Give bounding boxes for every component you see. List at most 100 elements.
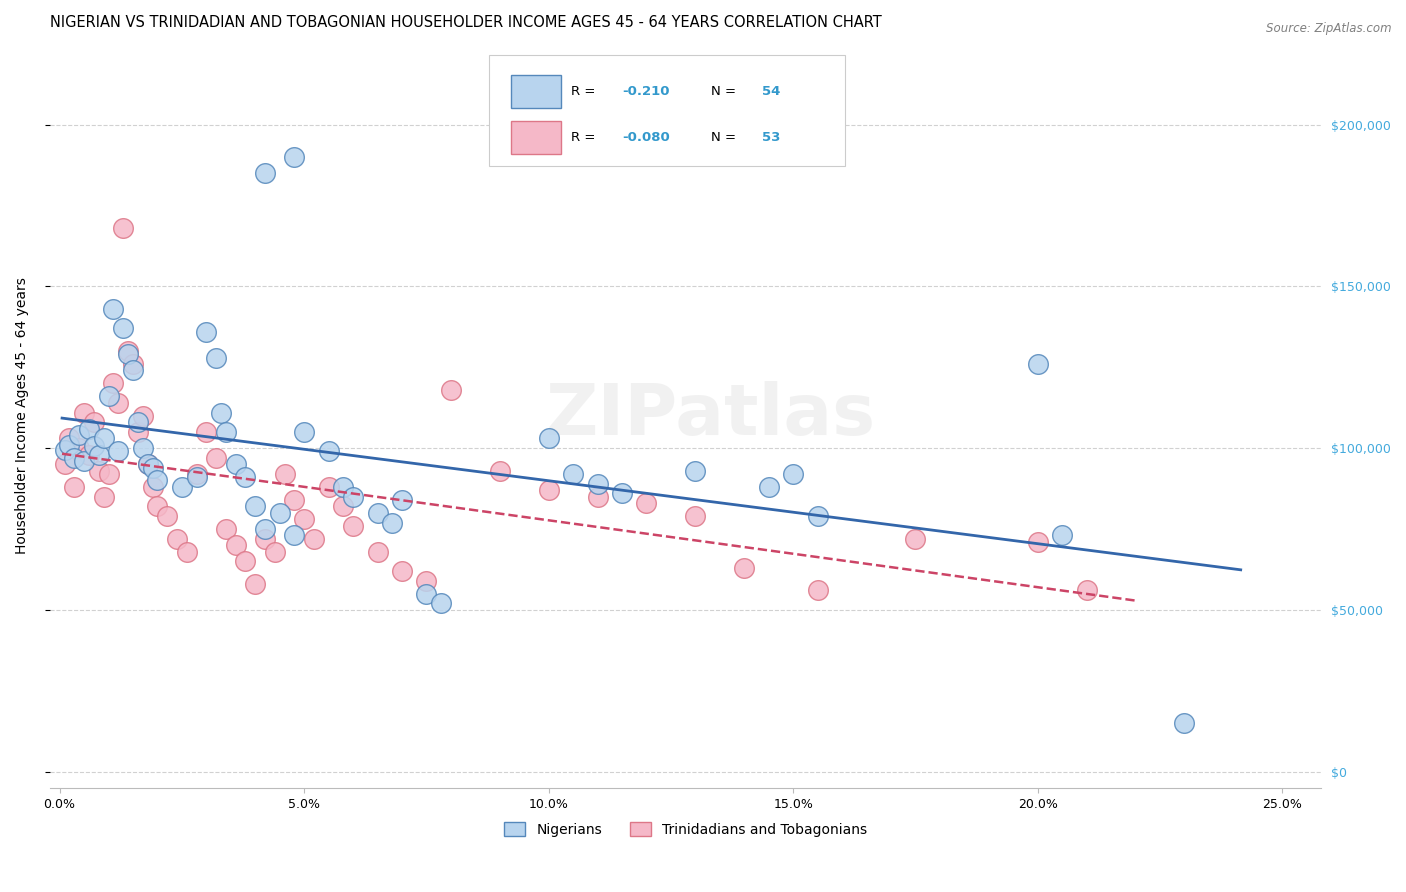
Point bbox=[636, 496, 658, 510]
Point bbox=[807, 583, 830, 598]
Text: 54: 54 bbox=[762, 85, 780, 98]
Point bbox=[83, 440, 105, 454]
Point bbox=[77, 448, 100, 462]
Point bbox=[391, 492, 413, 507]
Point bbox=[195, 325, 218, 339]
Point bbox=[176, 544, 198, 558]
Point bbox=[391, 564, 413, 578]
Point bbox=[235, 470, 257, 484]
Point bbox=[302, 532, 325, 546]
Point bbox=[67, 428, 90, 442]
Point bbox=[67, 441, 90, 455]
Point bbox=[170, 480, 193, 494]
Point bbox=[53, 457, 76, 471]
Point bbox=[225, 538, 247, 552]
Point bbox=[205, 351, 228, 365]
Text: NIGERIAN VS TRINIDADIAN AND TOBAGONIAN HOUSEHOLDER INCOME AGES 45 - 64 YEARS COR: NIGERIAN VS TRINIDADIAN AND TOBAGONIAN H… bbox=[49, 15, 882, 30]
Point bbox=[73, 405, 96, 419]
Point bbox=[146, 500, 169, 514]
Point bbox=[253, 532, 276, 546]
Point bbox=[117, 344, 139, 359]
Legend: Nigerians, Trinidadians and Tobagonians: Nigerians, Trinidadians and Tobagonians bbox=[505, 822, 868, 837]
Point bbox=[215, 425, 238, 439]
Point bbox=[107, 396, 129, 410]
Point bbox=[132, 441, 155, 455]
Point bbox=[685, 464, 707, 478]
Text: -0.210: -0.210 bbox=[621, 85, 669, 98]
Point bbox=[132, 409, 155, 423]
Point bbox=[141, 480, 163, 494]
Point bbox=[904, 532, 927, 546]
Point bbox=[122, 357, 145, 371]
Point bbox=[156, 509, 179, 524]
Point bbox=[381, 516, 404, 530]
Point bbox=[93, 431, 115, 445]
Point bbox=[245, 577, 267, 591]
Point bbox=[1026, 357, 1049, 371]
Point bbox=[562, 467, 585, 481]
Point bbox=[283, 150, 305, 164]
Point bbox=[63, 450, 86, 465]
Point bbox=[136, 457, 159, 471]
Point bbox=[342, 490, 364, 504]
Point bbox=[136, 457, 159, 471]
FancyBboxPatch shape bbox=[512, 75, 561, 108]
Text: Source: ZipAtlas.com: Source: ZipAtlas.com bbox=[1267, 22, 1392, 36]
Point bbox=[186, 467, 208, 481]
Point bbox=[1026, 535, 1049, 549]
Point bbox=[318, 480, 340, 494]
Point bbox=[332, 480, 354, 494]
Text: R =: R = bbox=[571, 85, 600, 98]
Point bbox=[53, 442, 76, 457]
Point bbox=[415, 574, 437, 588]
Point bbox=[292, 512, 315, 526]
Point bbox=[93, 490, 115, 504]
Point bbox=[87, 464, 110, 478]
Point bbox=[807, 509, 830, 524]
FancyBboxPatch shape bbox=[488, 54, 845, 167]
Point bbox=[758, 480, 780, 494]
Point bbox=[415, 587, 437, 601]
Point bbox=[209, 405, 232, 419]
Point bbox=[366, 506, 388, 520]
Point bbox=[733, 561, 755, 575]
Point bbox=[58, 438, 80, 452]
Point bbox=[103, 301, 125, 316]
Point bbox=[273, 467, 295, 481]
Point bbox=[166, 532, 188, 546]
Point bbox=[117, 347, 139, 361]
Text: N =: N = bbox=[711, 85, 741, 98]
Point bbox=[235, 554, 257, 568]
Point bbox=[537, 431, 560, 445]
Point bbox=[283, 492, 305, 507]
Point bbox=[122, 363, 145, 377]
Point bbox=[107, 444, 129, 458]
Point bbox=[366, 544, 388, 558]
Point bbox=[58, 431, 80, 445]
Point bbox=[112, 321, 135, 335]
Point bbox=[318, 444, 340, 458]
Point bbox=[342, 518, 364, 533]
Point bbox=[83, 415, 105, 429]
Point bbox=[440, 383, 463, 397]
Point bbox=[97, 389, 120, 403]
Point bbox=[269, 506, 291, 520]
Text: ZIPatlas: ZIPatlas bbox=[546, 381, 876, 450]
Point bbox=[292, 425, 315, 439]
Point bbox=[488, 464, 510, 478]
Point bbox=[685, 509, 707, 524]
Point bbox=[146, 474, 169, 488]
Y-axis label: Householder Income Ages 45 - 64 years: Householder Income Ages 45 - 64 years bbox=[15, 277, 30, 554]
Point bbox=[1076, 583, 1098, 598]
Point bbox=[103, 376, 125, 391]
Point bbox=[245, 500, 267, 514]
Point bbox=[77, 422, 100, 436]
Point bbox=[253, 522, 276, 536]
Point bbox=[141, 460, 163, 475]
Point bbox=[283, 528, 305, 542]
Point bbox=[215, 522, 238, 536]
Point bbox=[186, 470, 208, 484]
Point bbox=[610, 486, 633, 500]
Point bbox=[1050, 528, 1073, 542]
Point bbox=[586, 476, 609, 491]
